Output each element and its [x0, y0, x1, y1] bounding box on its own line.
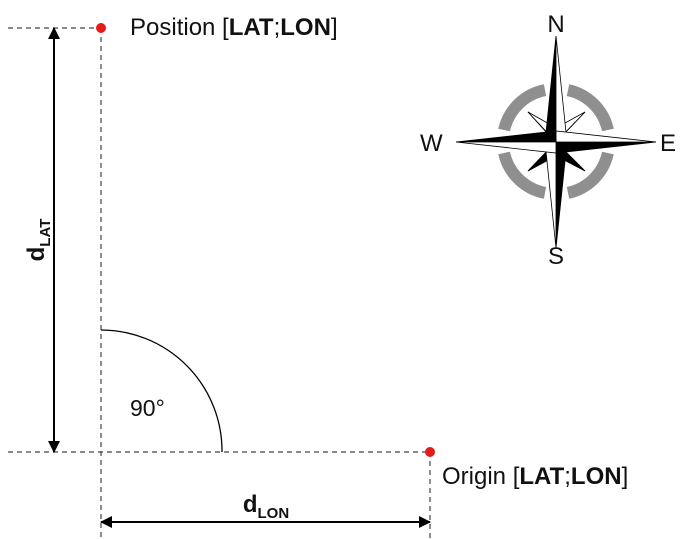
origin-point — [425, 447, 435, 457]
compass-west-label: W — [420, 130, 443, 157]
compass-ring — [498, 84, 614, 199]
angle-label: 90° — [130, 395, 165, 421]
compass-north-label: N — [547, 11, 564, 38]
d-lon-label: dLON — [243, 491, 289, 522]
guide-lines — [8, 27, 431, 539]
position-label: Position [LAT;LON] — [130, 14, 338, 41]
compass-south-label: S — [548, 243, 564, 270]
position-point — [96, 23, 106, 33]
origin-label: Origin [LAT;LON] — [442, 463, 628, 490]
compass-rose-icon: N S E W — [420, 11, 676, 270]
d-lat-label: dLAT — [23, 219, 54, 262]
compass-east-label: E — [660, 130, 676, 157]
right-angle-arc — [100, 329, 223, 453]
compass-cardinal-points — [455, 35, 657, 249]
